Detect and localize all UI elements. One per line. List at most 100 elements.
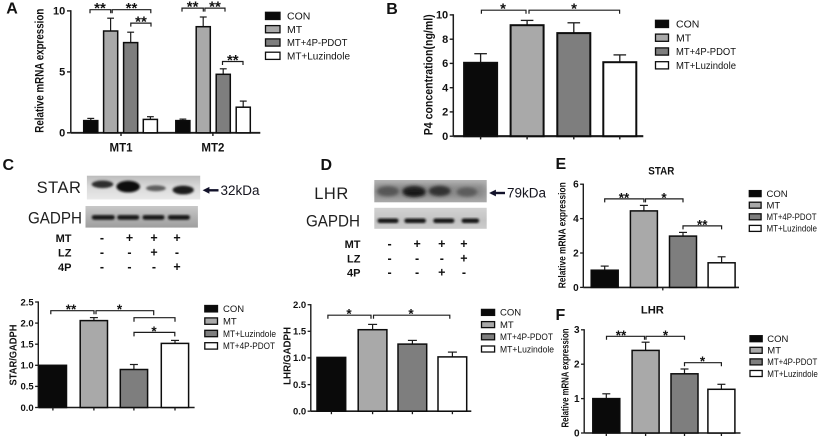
svg-text:CON: CON: [676, 19, 699, 31]
svg-text:Relative mRNA expression: Relative mRNA expression: [560, 329, 571, 428]
svg-text:-: -: [152, 260, 156, 274]
svg-text:MT: MT: [287, 24, 303, 36]
svg-text:MT+4P-PDOT: MT+4P-PDOT: [767, 212, 817, 223]
svg-text:**: **: [619, 190, 630, 205]
svg-text:MT+Luzindole: MT+Luzindole: [676, 60, 736, 72]
svg-text:CON: CON: [223, 304, 244, 315]
svg-text:*: *: [661, 190, 667, 205]
svg-text:E: E: [556, 156, 567, 173]
svg-text:*: *: [500, 1, 506, 18]
svg-text:1.5: 1.5: [20, 340, 34, 351]
svg-text:-: -: [388, 266, 392, 280]
svg-text:MT: MT: [500, 320, 514, 331]
svg-text:1.5: 1.5: [293, 327, 307, 338]
svg-text:0.0: 0.0: [293, 407, 306, 418]
svg-text:4: 4: [442, 82, 449, 94]
svg-text:-: -: [100, 245, 104, 259]
svg-text:B: B: [386, 1, 398, 18]
svg-text:2.5: 2.5: [20, 297, 34, 308]
svg-text:1.0: 1.0: [293, 353, 306, 364]
svg-text:MT+Luzindole: MT+Luzindole: [767, 224, 818, 235]
svg-text:F: F: [556, 307, 566, 324]
svg-text:GADPH: GADPH: [28, 210, 82, 228]
svg-text:3: 3: [574, 325, 580, 336]
svg-text:LHR: LHR: [314, 185, 349, 203]
svg-text:1: 1: [574, 394, 580, 405]
svg-text:10: 10: [436, 10, 448, 22]
svg-text:+: +: [150, 245, 157, 259]
svg-text:+: +: [460, 251, 467, 265]
svg-text:LZ: LZ: [58, 247, 72, 259]
svg-text:0.5: 0.5: [20, 382, 34, 393]
svg-text:**: **: [616, 328, 627, 343]
svg-text:**: **: [66, 302, 77, 317]
svg-text:+: +: [126, 231, 133, 245]
svg-text:0.0: 0.0: [20, 403, 33, 414]
svg-text:Relative mRNA expression: Relative mRNA expression: [33, 9, 47, 133]
svg-text:-: -: [100, 260, 104, 274]
svg-text:MT+4P-PDOT: MT+4P-PDOT: [676, 46, 737, 58]
svg-text:MT+4P-PDOT: MT+4P-PDOT: [767, 357, 817, 368]
svg-text:STAR/GADPH: STAR/GADPH: [9, 325, 20, 386]
svg-text:0: 0: [574, 428, 580, 439]
svg-text:C: C: [3, 157, 15, 174]
svg-text:-: -: [388, 251, 392, 265]
svg-text:+: +: [173, 260, 180, 274]
svg-text:**: **: [187, 0, 199, 16]
svg-text:STAR: STAR: [648, 166, 674, 178]
svg-text:MT: MT: [345, 239, 361, 251]
svg-text:**: **: [227, 52, 239, 69]
svg-text:+: +: [413, 237, 420, 251]
svg-text:CON: CON: [767, 189, 788, 200]
svg-text:+: +: [438, 237, 445, 251]
svg-text:**: **: [126, 0, 138, 17]
svg-text:D: D: [321, 157, 333, 174]
svg-text:MT2: MT2: [201, 142, 224, 154]
svg-text:GAPDH: GAPDH: [306, 212, 360, 230]
svg-text:CON: CON: [287, 11, 310, 23]
svg-text:MT+Luzindole: MT+Luzindole: [767, 369, 818, 380]
svg-text:-: -: [462, 266, 466, 280]
svg-text:79kDa: 79kDa: [507, 186, 547, 201]
svg-text:-: -: [175, 245, 179, 259]
svg-text:MT: MT: [767, 346, 781, 357]
svg-text:10: 10: [53, 6, 65, 18]
svg-text:2: 2: [573, 248, 579, 259]
svg-text:6: 6: [442, 58, 448, 70]
svg-text:0: 0: [573, 283, 579, 294]
svg-text:CON: CON: [767, 334, 788, 345]
svg-text:*: *: [408, 307, 414, 322]
svg-text:+: +: [173, 231, 180, 245]
svg-text:*: *: [151, 324, 157, 339]
svg-text:2.0: 2.0: [293, 300, 306, 311]
svg-text:LHR/GADPH: LHR/GADPH: [281, 327, 293, 385]
svg-text:2.0: 2.0: [20, 318, 33, 329]
svg-text:-: -: [127, 260, 131, 274]
svg-text:CON: CON: [500, 308, 521, 319]
svg-text:MT: MT: [676, 32, 692, 44]
svg-text:6: 6: [573, 180, 579, 191]
svg-text:32kDa: 32kDa: [221, 183, 261, 198]
svg-text:LHR: LHR: [641, 305, 664, 317]
svg-text:**: **: [697, 217, 708, 232]
svg-text:MT+Luzindole: MT+Luzindole: [500, 344, 554, 355]
svg-text:4P: 4P: [347, 268, 360, 280]
svg-text:MT+4P-PDOT: MT+4P-PDOT: [223, 341, 275, 352]
svg-text:+: +: [438, 266, 445, 280]
svg-text:2: 2: [442, 107, 448, 119]
svg-text:8: 8: [442, 34, 448, 46]
svg-text:2: 2: [574, 360, 580, 371]
svg-text:P4 concentration(ng/ml): P4 concentration(ng/ml): [424, 14, 436, 135]
svg-text:+: +: [460, 237, 467, 251]
svg-text:**: **: [94, 0, 106, 17]
svg-text:Relative mRNA expression: Relative mRNA expression: [558, 182, 569, 288]
svg-text:**: **: [209, 0, 221, 16]
svg-text:4: 4: [573, 214, 579, 225]
svg-text:*: *: [346, 307, 352, 322]
svg-text:MT: MT: [767, 201, 781, 212]
svg-text:-: -: [388, 237, 392, 251]
svg-text:MT+Luzindole: MT+Luzindole: [287, 51, 350, 63]
svg-text:MT+Luzindole: MT+Luzindole: [223, 329, 276, 340]
svg-text:MT1: MT1: [110, 142, 134, 154]
svg-text:MT: MT: [223, 316, 237, 327]
